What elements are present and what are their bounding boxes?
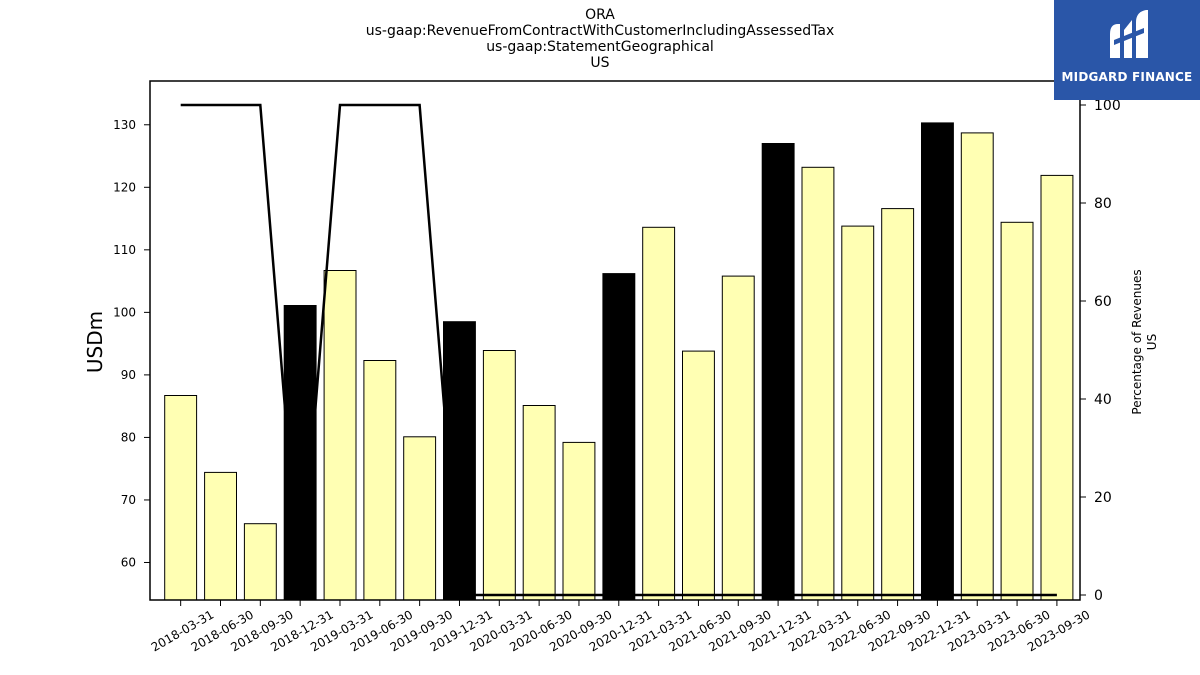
bar-2021-06-30 xyxy=(682,350,715,601)
bar-2022-06-30 xyxy=(841,225,875,601)
percentage-line xyxy=(180,103,1057,597)
title-line-member: US xyxy=(590,55,610,71)
bar-2018-06-30 xyxy=(204,471,238,601)
bar-2022-09-30 xyxy=(881,208,915,601)
title-line-concept: us-gaap:RevenueFromContractWithCustomerI… xyxy=(365,23,835,39)
y2-axis-label-line-2: US xyxy=(1145,334,1159,350)
bar-2023-09-30 xyxy=(1040,174,1074,601)
y-tick-label-130: 130 xyxy=(113,118,136,132)
bar-2021-12-31 xyxy=(761,143,795,601)
bar-2023-06-30 xyxy=(1000,221,1034,601)
bar-2018-09-30 xyxy=(243,523,277,601)
y2-axis-label-line-1: Percentage of Revenues xyxy=(1130,269,1144,414)
bar-2018-03-31 xyxy=(164,395,198,601)
y-tick-label-100: 100 xyxy=(113,305,136,319)
bar-2020-12-31 xyxy=(602,273,636,601)
y2-tick-label-0: 0 xyxy=(1094,588,1103,604)
logo-text: MIDGARD FINANCE xyxy=(1061,70,1193,84)
bar-2020-09-30 xyxy=(562,441,596,601)
y2-tick-label-80: 80 xyxy=(1094,196,1112,212)
brand-logo: MIDGARD FINANCE xyxy=(1054,0,1200,100)
bar-2019-09-30 xyxy=(403,436,437,601)
bar-2019-03-31 xyxy=(323,270,357,601)
bar-2023-03-31 xyxy=(960,132,994,601)
y2-tick-label-100: 100 xyxy=(1094,98,1121,114)
bar-2021-09-30 xyxy=(721,275,755,601)
bar-2021-03-31 xyxy=(642,226,676,601)
bar-2022-12-31 xyxy=(921,122,954,601)
bar-2020-06-30 xyxy=(522,405,556,601)
y2-tick-label-60: 60 xyxy=(1094,294,1112,310)
y-tick-label-110: 110 xyxy=(113,243,136,257)
plot-frame xyxy=(149,80,1081,601)
bar-2020-03-31 xyxy=(482,350,516,601)
bar-2019-06-30 xyxy=(363,360,397,601)
title-line-axis: us-gaap:StatementGeographical xyxy=(486,39,714,55)
y-tick-label-70: 70 xyxy=(121,493,136,507)
y2-tick-label-40: 40 xyxy=(1094,392,1112,408)
y-tick-label-120: 120 xyxy=(113,180,136,194)
title-line-company: ORA xyxy=(585,7,615,23)
bar-2022-03-31 xyxy=(801,166,835,601)
y-tick-label-80: 80 xyxy=(121,430,136,444)
logo-mark-icon xyxy=(1110,10,1148,58)
y-axis-label: USDm xyxy=(83,311,107,373)
y2-tick-label-20: 20 xyxy=(1094,490,1112,506)
y-tick-label-60: 60 xyxy=(121,555,136,569)
y-tick-label-90: 90 xyxy=(121,368,136,382)
